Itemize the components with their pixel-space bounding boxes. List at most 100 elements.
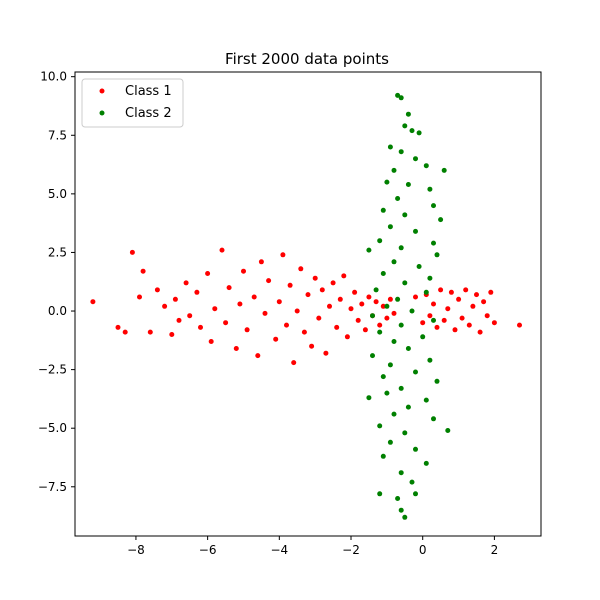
data-point-class-2 [377,238,383,244]
data-point-class-1 [276,299,282,305]
data-point-class-2 [409,479,415,485]
data-point-class-1 [237,301,243,307]
data-point-class-1 [344,334,350,340]
chart-title: First 2000 data points [225,50,389,68]
data-point-class-1 [459,315,465,321]
data-point-class-2 [413,446,418,452]
data-point-class-2 [398,507,404,513]
data-point-class-1 [312,275,318,281]
data-point-class-1 [226,285,232,291]
data-point-class-1 [377,322,383,328]
data-point-class-1 [122,329,128,335]
data-point-class-2 [380,271,386,276]
data-point-class-2 [402,514,408,520]
data-point-class-2 [395,92,401,98]
y-axis-ticks: −7.5 −5.0 −2.5 0.0 2.5 5.0 7.5 10.0 [38,70,75,494]
data-point-class-1 [287,282,293,288]
data-point-class-2 [391,167,397,173]
x-tick-label: 0 [419,543,427,557]
legend-box [81,78,184,128]
y-tick-label: 5.0 [48,187,67,201]
data-point-class-2 [431,416,436,422]
data-point-class-1 [438,287,444,293]
data-point-class-2 [427,357,433,363]
data-point-class-1 [387,296,393,302]
legend-marker-class-1 [99,88,105,94]
y-tick-label: 7.5 [48,128,67,142]
data-point-class-1 [448,289,454,295]
data-point-class-1 [484,313,490,319]
data-point-class-1 [481,299,487,305]
data-point-class-2 [380,207,386,213]
data-point-class-2 [423,460,429,466]
data-point-class-1 [431,301,436,307]
data-point-class-1 [172,296,178,302]
data-point-class-1 [380,303,386,309]
data-point-class-1 [154,287,160,293]
data-point-class-1 [187,313,193,319]
data-point-class-1 [115,324,121,330]
data-point-class-1 [316,315,322,321]
data-point-class-2 [402,430,408,436]
data-point-class-2 [384,179,390,185]
data-point-class-1 [258,259,264,265]
data-point-class-1 [384,315,390,321]
data-point-class-2 [384,390,390,396]
data-point-class-1 [280,252,286,258]
data-point-class-2 [398,95,404,101]
data-point-class-1 [445,306,451,312]
plot-points [90,92,522,520]
data-point-class-1 [140,268,146,274]
data-point-class-1 [255,353,261,359]
x-tick-label: −6 [199,543,217,557]
data-point-class-2 [416,264,422,269]
x-tick-label: −4 [270,543,288,557]
legend-label-class-2: Class 2 [125,106,172,121]
data-point-class-2 [402,123,408,129]
data-point-class-2 [366,247,372,253]
data-point-class-1 [219,247,225,253]
data-point-class-2 [377,423,383,429]
data-point-class-1 [413,294,418,300]
data-point-class-1 [251,294,257,300]
data-point-class-2 [402,280,408,286]
data-point-class-2 [405,111,411,117]
data-point-class-2 [398,322,404,328]
data-point-class-1 [470,303,476,309]
y-tick-label: 0.0 [48,304,67,318]
data-point-class-1 [309,343,315,349]
data-point-class-1 [319,287,325,293]
data-point-class-1 [129,249,135,255]
data-point-class-1 [491,320,497,326]
data-point-class-2 [441,167,447,173]
data-point-class-2 [405,182,411,187]
data-point-class-2 [391,339,397,344]
data-point-class-1 [262,310,268,316]
data-point-class-1 [212,306,218,312]
data-point-class-1 [205,271,211,276]
data-point-class-2 [395,296,401,302]
data-point-class-2 [431,203,436,209]
data-point-class-1 [355,317,361,323]
data-point-class-2 [438,217,444,223]
data-point-class-1 [348,306,354,312]
legend-label-class-1: Class 1 [125,84,172,99]
data-point-class-1 [373,299,379,305]
x-tick-label: −2 [342,543,360,557]
data-point-class-1 [517,322,522,328]
data-point-class-2 [398,245,404,251]
y-tick-label: 10.0 [40,70,67,84]
data-point-class-2 [387,439,393,445]
data-point-class-1 [427,313,433,319]
data-point-class-2 [384,303,390,309]
data-point-class-1 [463,287,469,293]
data-point-class-2 [413,156,418,162]
data-point-class-1 [198,324,203,330]
data-point-class-1 [301,329,307,335]
data-point-class-2 [373,287,379,293]
data-point-class-2 [377,329,383,335]
y-tick-label: −7.5 [38,480,67,494]
data-point-class-1 [327,303,332,309]
data-point-class-1 [284,322,289,328]
data-point-class-2 [377,491,383,497]
